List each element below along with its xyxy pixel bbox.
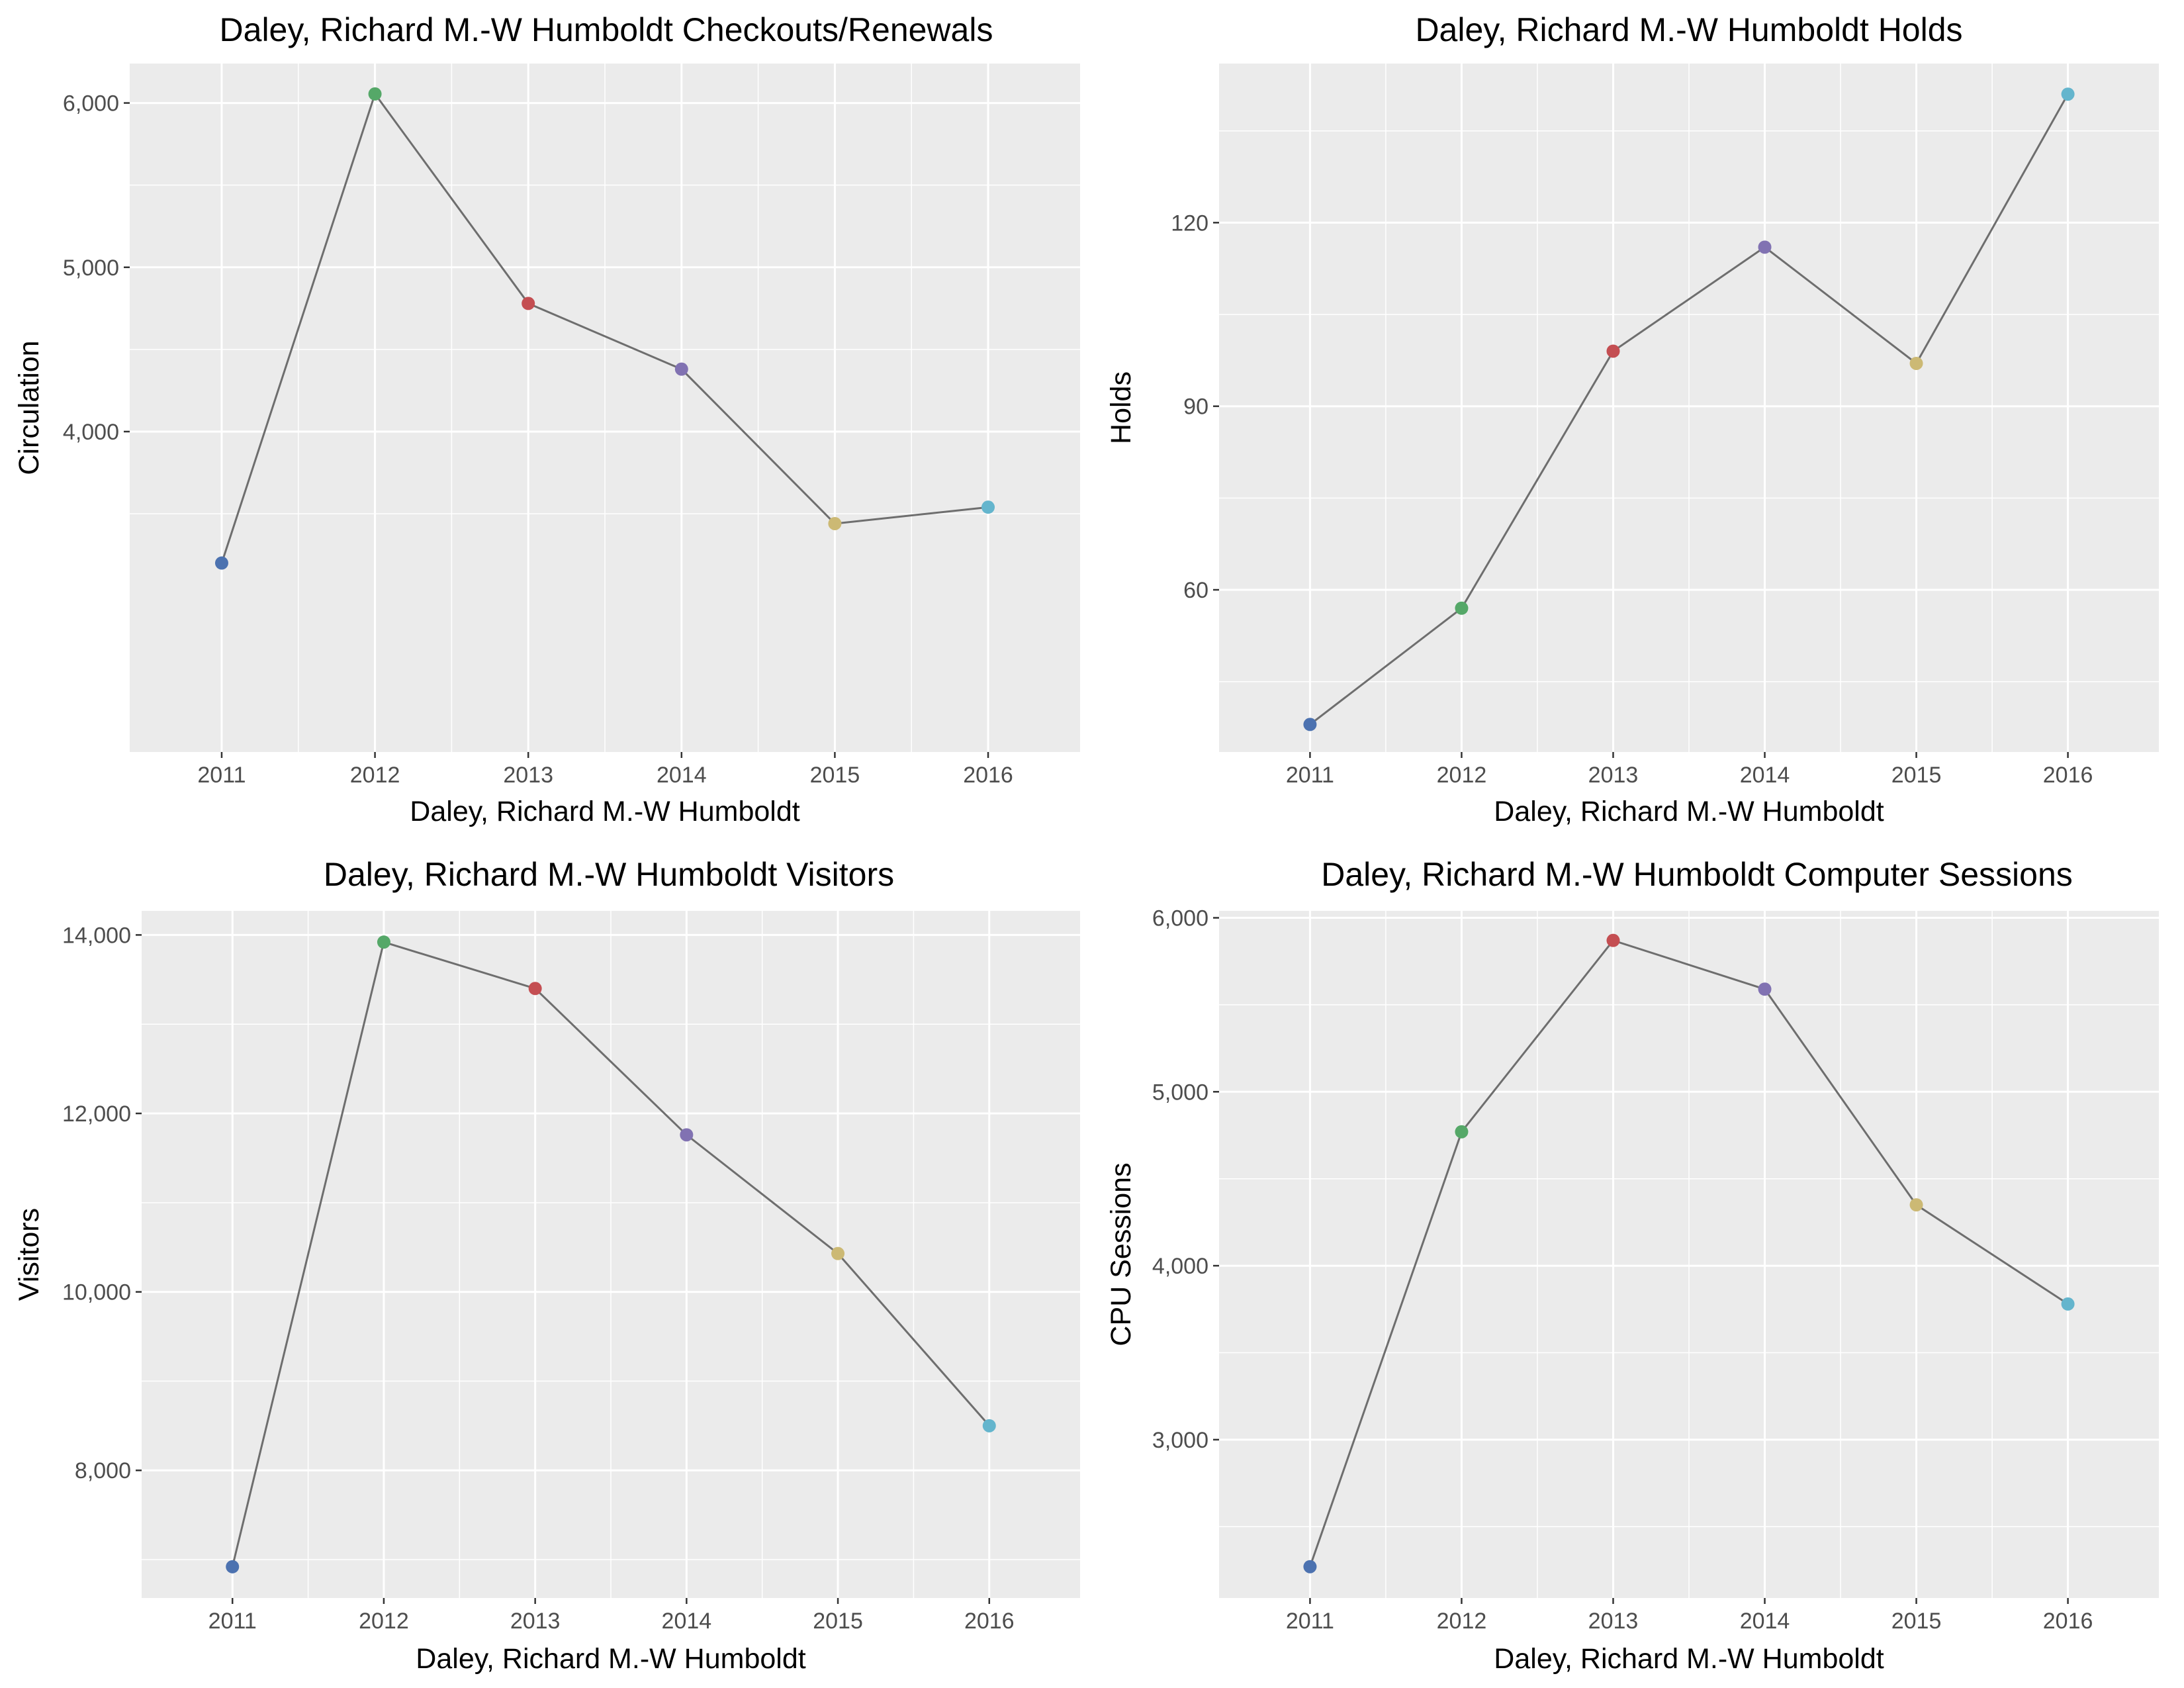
data-point-2012 (1455, 1125, 1469, 1139)
chart-panel-2: 60 90 120 2011 2012 2013 2014 2015 2016 Daley, Ri… (1105, 11, 2159, 827)
x-tick-label: 2013 (503, 763, 553, 788)
chart-title: Daley, Richard M.-W Humboldt Checkouts/R… (220, 11, 993, 48)
y-tick-label: 8,000 (75, 1458, 131, 1483)
series-line (220, 91, 989, 564)
y-tick-label: 4,000 (63, 420, 119, 445)
x-axis-title: Daley, Richard M.-W Humboldt (1494, 796, 1884, 827)
y-tick-label: 14,000 (62, 923, 131, 948)
x-tick-label: 2011 (208, 1609, 257, 1634)
y-tick-label: 4,000 (1152, 1254, 1208, 1279)
y-tick-label: 6,000 (1152, 906, 1208, 931)
chart-title: Daley, Richard M.-W Humboldt Holds (1415, 11, 1962, 48)
series-line (231, 941, 990, 1568)
chart-panel-4: 3,000 4,000 5,000 6,000 2011 2012 2013 2014 2015… (1105, 856, 2159, 1675)
chart-panel-3: 8,000 10,000 12,000 14,000 2011 2012 2013 2014 2… (13, 856, 1080, 1675)
y-axis-title: CPU Sessions (1105, 1162, 1137, 1346)
y-tick-label: 5,000 (1152, 1080, 1208, 1105)
x-tick-label: 2011 (197, 763, 246, 788)
x-axis-title: Daley, Richard M.-W Humboldt (416, 1643, 805, 1675)
x-tick-label: 2014 (657, 763, 707, 788)
data-point-2016 (982, 1419, 996, 1432)
y-tick-label: 90 (1183, 395, 1208, 420)
x-tick-label: 2013 (510, 1609, 561, 1634)
x-tick-label: 2016 (963, 763, 1013, 788)
x-tick-label: 2016 (2043, 1609, 2093, 1634)
data-point-2011 (1303, 1560, 1317, 1573)
chart-title: Daley, Richard M.-W Humboldt Visitors (324, 856, 894, 893)
data-point-2011 (1303, 718, 1317, 731)
data-point-2013 (1606, 933, 1620, 947)
series-line (1309, 93, 2069, 726)
x-tick-label: 2015 (813, 1609, 863, 1634)
y-tick-label: 10,000 (62, 1280, 131, 1305)
chart-title: Daley, Richard M.-W Humboldt Computer Se… (1321, 856, 2073, 893)
y-axis-title: Circulation (13, 340, 45, 475)
y-tick-label: 5,000 (63, 256, 119, 281)
x-tick-label: 2011 (1286, 1609, 1334, 1634)
x-tick-label: 2012 (350, 763, 400, 788)
data-point-2011 (226, 1560, 240, 1573)
data-point-2014 (1758, 240, 1772, 254)
x-tick-label: 2014 (662, 1609, 712, 1634)
data-point-2016 (2061, 87, 2075, 101)
data-point-2016 (2061, 1297, 2075, 1311)
y-tick-label: 60 (1183, 578, 1208, 603)
x-tick-label: 2013 (1588, 763, 1639, 788)
x-axis-title: Daley, Richard M.-W Humboldt (410, 796, 799, 827)
x-tick-label: 2016 (964, 1609, 1015, 1634)
data-point-2015 (828, 516, 842, 530)
y-tick-label: 6,000 (63, 91, 119, 117)
data-point-2014 (680, 1128, 694, 1142)
chart-panel-1: 4,000 5,000 6,000 2011 2012 2013 2014 2015 2016 D… (13, 11, 1080, 827)
x-tick-label: 2016 (2043, 763, 2093, 788)
x-tick-label: 2011 (1286, 763, 1334, 788)
y-tick-label: 12,000 (62, 1102, 131, 1127)
data-point-2013 (1606, 344, 1620, 358)
data-point-2012 (1455, 601, 1469, 615)
x-tick-label: 2012 (1437, 763, 1487, 788)
x-tick-label: 2015 (810, 763, 860, 788)
y-tick-label: 120 (1171, 211, 1208, 236)
data-point-2015 (1909, 356, 1923, 370)
x-tick-label: 2015 (1891, 1609, 1942, 1634)
x-tick-label: 2012 (359, 1609, 409, 1634)
data-point-2011 (214, 556, 228, 570)
data-point-2016 (981, 500, 995, 514)
x-tick-label: 2013 (1588, 1609, 1639, 1634)
data-point-2015 (831, 1246, 845, 1260)
x-axis-title: Daley, Richard M.-W Humboldt (1494, 1643, 1884, 1675)
data-point-2014 (674, 362, 688, 376)
x-tick-label: 2012 (1437, 1609, 1487, 1634)
x-tick-label: 2014 (1740, 763, 1790, 788)
data-point-2013 (522, 297, 535, 310)
y-axis-title: Holds (1105, 371, 1137, 444)
y-axis-title: Visitors (13, 1208, 45, 1301)
data-point-2014 (1758, 982, 1772, 996)
series-line (1308, 939, 2069, 1568)
data-point-2012 (368, 87, 382, 101)
data-point-2012 (377, 935, 390, 949)
x-tick-label: 2015 (1891, 763, 1942, 788)
data-point-2013 (528, 982, 542, 996)
x-tick-label: 2014 (1740, 1609, 1790, 1634)
data-point-2015 (1909, 1198, 1923, 1212)
y-tick-label: 3,000 (1152, 1428, 1208, 1453)
